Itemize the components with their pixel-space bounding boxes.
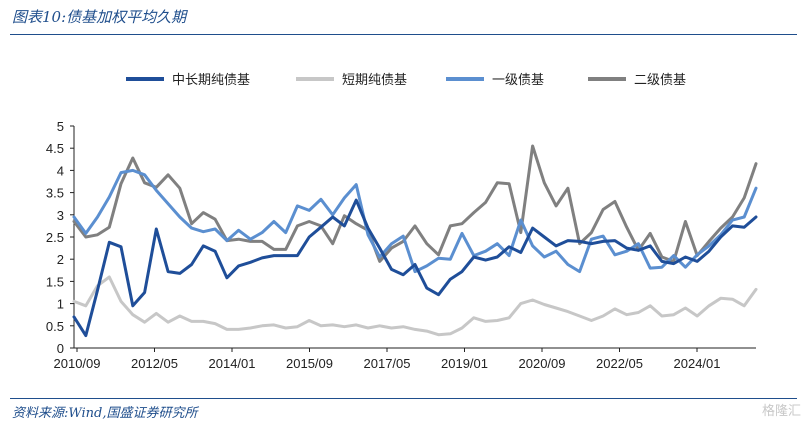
bottom-rule: [10, 398, 797, 399]
legend-label: 一级债基: [492, 73, 544, 88]
y-tick-label: 0.5: [46, 319, 64, 334]
x-tick-label: 2014/01: [209, 356, 256, 371]
source-note: 资料来源:Wind,国盛证券研究所: [12, 406, 198, 421]
series-line-2: [72, 275, 758, 337]
legend-label: 中长期纯债基: [172, 73, 250, 88]
x-tick-label: 2010/09: [54, 356, 101, 371]
legend-label: 二级债基: [634, 73, 686, 88]
watermark-logo: 格隆汇: [761, 404, 801, 419]
y-tick-label: 3.5: [46, 186, 64, 201]
y-tick-label: 0: [57, 341, 64, 356]
legend-label: 短期纯债基: [342, 73, 407, 88]
y-tick-label: 3: [57, 208, 64, 223]
chart-legend: 中长期纯债基 短期纯债基 一级债基 二级债基: [126, 73, 686, 88]
y-tick-label: 1.5: [46, 274, 64, 289]
series-line-3: [72, 168, 758, 274]
x-tick-label: 2019/01: [441, 356, 488, 371]
x-tick-label: 2024/01: [674, 356, 721, 371]
y-tick-label: 1: [57, 297, 64, 312]
y-tick-label: 2.5: [46, 230, 64, 245]
x-tick-label: 2022/05: [596, 356, 643, 371]
top-rule: [10, 34, 797, 35]
y-tick-label: 4: [57, 163, 64, 178]
x-tick-label: 2020/09: [519, 356, 566, 371]
y-tick-label: 4.5: [46, 141, 64, 156]
figure-title: 图表10:债基加权平均久期: [12, 8, 187, 26]
series-line-1: [72, 198, 758, 338]
x-tick-label: 2012/05: [131, 356, 178, 371]
x-tick-label: 2017/05: [364, 356, 411, 371]
y-tick-label: 2: [57, 252, 64, 267]
y-tick-label: 5: [57, 119, 64, 134]
x-tick-label: 2015/09: [286, 356, 333, 371]
series-line-4: [72, 144, 758, 263]
plot-area: 0 0.5 1 1.5 2 2.5 3 3.5 4 4.5 5 2010/09 2012/05 2014/…: [46, 119, 758, 371]
line-chart: 中长期纯债基 短期纯债基 一级债基 二级债基 0 0.5 1 1.5 2 2.5 3 3.5 4 4.5…: [46, 73, 758, 371]
